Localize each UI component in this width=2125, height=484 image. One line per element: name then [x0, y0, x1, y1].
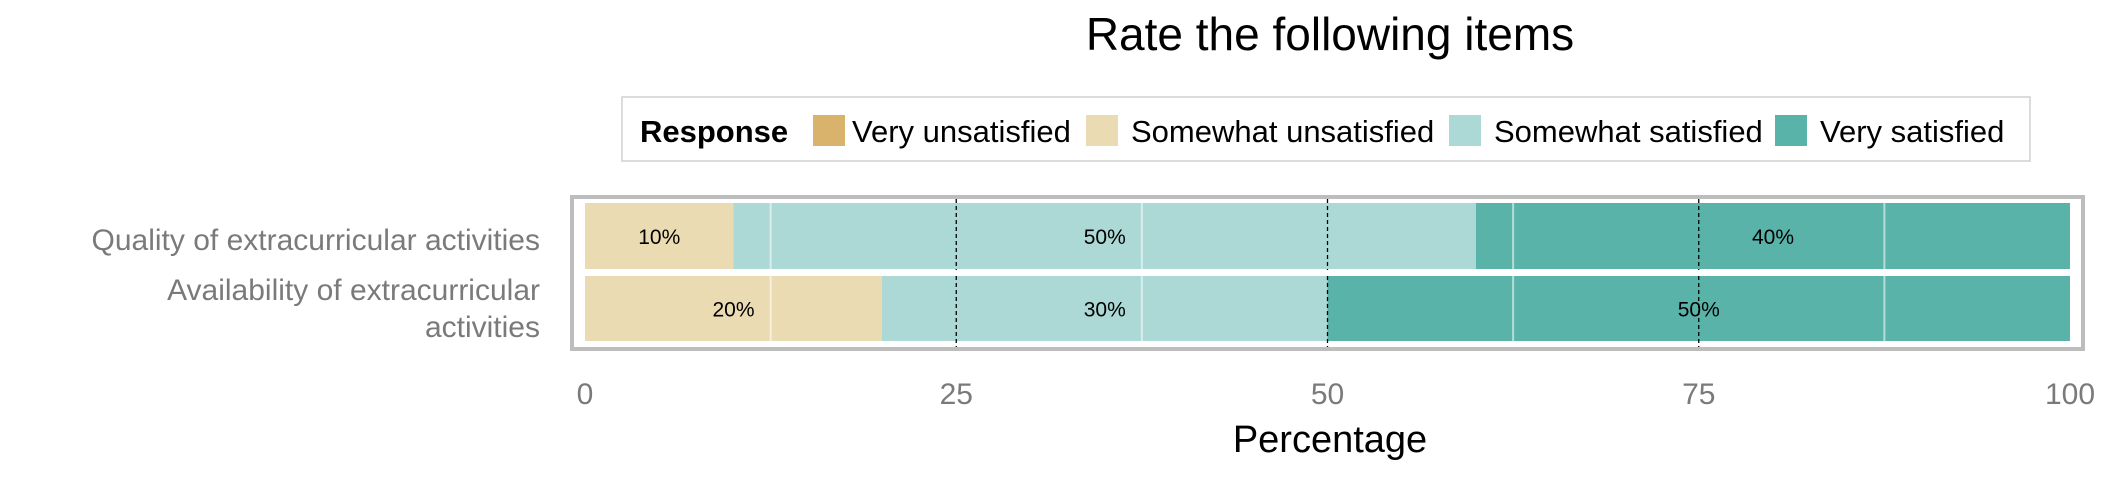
plot-area: 10% 50% 40% 20% 30% 50% Quality of extracurric… — [92, 195, 2095, 411]
legend-key-1 — [813, 115, 845, 146]
data-label-row2-2: 20% — [712, 299, 754, 322]
x-tick-label-50: 50 — [1311, 378, 1344, 411]
legend-title: Response — [640, 114, 788, 149]
legend-key-3 — [1449, 115, 1481, 146]
legend: Response Very unsatisfied Somewhat unsatis… — [621, 96, 2031, 162]
data-label-row1-2: 10% — [638, 226, 680, 249]
legend-label-2: Somewhat unsatisfied — [1131, 114, 1434, 149]
legend-label-3: Somewhat satisfied — [1494, 114, 1763, 149]
x-tick-label-0: 0 — [577, 378, 594, 411]
bar-row1-very-satisfied — [1476, 203, 2070, 269]
legend-label-4: Very satisfied — [1820, 114, 2004, 149]
x-tick-label-75: 75 — [1682, 378, 1715, 411]
bar-row2-somewhat-unsatisfied — [585, 276, 882, 341]
category-label-2-line2: activities — [425, 311, 540, 344]
bar-row1-somewhat-satisfied — [733, 203, 1476, 269]
category-label-1: Quality of extracurricular activities — [92, 224, 540, 257]
legend-key-4 — [1775, 115, 1807, 146]
x-tick-label-25: 25 — [940, 378, 973, 411]
chart-title: Rate the following items — [1086, 8, 1574, 60]
legend-key-2 — [1086, 115, 1118, 146]
data-label-row1-4: 40% — [1752, 226, 1794, 249]
data-label-row2-4: 50% — [1678, 299, 1720, 322]
legend-label-1: Very unsatisfied — [852, 114, 1071, 149]
x-axis-label: Percentage — [1233, 419, 1427, 461]
data-label-row2-3: 30% — [1084, 299, 1126, 322]
data-label-row1-3: 50% — [1084, 226, 1126, 249]
bar-row1-somewhat-unsatisfied — [585, 203, 734, 269]
category-label-2-line1: Availability of extracurricular — [167, 274, 540, 307]
x-tick-label-100: 100 — [2045, 378, 2095, 411]
